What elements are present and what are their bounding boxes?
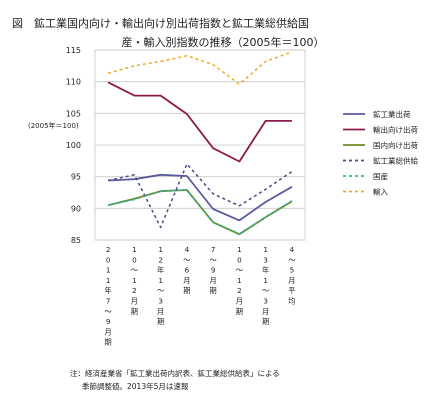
legend-label-5: 輸入: [373, 187, 388, 197]
x-tick-label-0: 2 0 1 1 年 7 ～ 9 月期: [105, 245, 112, 347]
y-tick-label-2: 95: [71, 173, 81, 182]
y-tick-label-4: 105: [66, 109, 81, 118]
series-line-4: [107, 189, 293, 235]
legend-label-4: 国産: [373, 171, 388, 181]
y-tick-label-3: 100: [66, 141, 81, 150]
series-lines: [107, 51, 293, 236]
y-tick-label-6: 115: [66, 46, 81, 55]
x-tick-label-6: 1 3 年 1 ～ 3 月期: [262, 245, 269, 326]
x-tick-label-3: 4 ～ 6 月期: [183, 245, 190, 295]
x-tick-label-2: 1 2 年 1 ～ 3 月期: [157, 245, 164, 326]
footnote-line2: 季節調整値。2013年5月は速報: [82, 381, 189, 391]
series-line-0: [108, 173, 293, 222]
legend-label-1: 輸出向け出荷: [373, 125, 418, 135]
x-tick-label-1: 1 0 ～ 1 2 月期: [131, 245, 138, 316]
x-tick-label-7: 4 ～ 5 月平均: [288, 245, 295, 306]
series-line-2: [107, 189, 293, 236]
chart-title-line2: 産・輸入別指数の推移（2005年＝100）: [122, 35, 325, 49]
legend-label-3: 鉱工業総供給: [373, 156, 418, 166]
legend-label-2: 国内向け出荷: [373, 140, 418, 150]
x-tick-label-4: 7 ～ 9 月期: [210, 245, 217, 295]
y-axis-label: (2005年＝100): [28, 121, 79, 130]
x-tick-labels: 2 0 1 1 年 7 ～ 9 月期 1 0 ～ 1 2 月期 1 2 年 1 ～ 3 月期 4 ～ 6 月期 7 ～ 9 月期 1 0 ～ 1 2…: [105, 245, 296, 347]
y-tick-label-5: 110: [66, 78, 81, 87]
y-tick-label-1: 90: [71, 204, 81, 213]
x-tick-label-5: 1 0 ～ 1 2 月期: [236, 245, 243, 316]
y-tick-labels: 85 90 95 100 105 110 115: [66, 46, 81, 245]
legend-label-0: 鉱工業出荷: [373, 109, 411, 119]
chart-title-line1: 図 鉱工業国内向け・輸出向け別出荷指数と鉱工業総供給国: [12, 16, 309, 30]
y-tick-label-0: 85: [71, 236, 81, 245]
plot-area-frame: [94, 49, 306, 241]
series-line-3: [107, 163, 293, 229]
footnote-line1: 注：経済産業省「鉱工業出荷内訳表、鉱工業総供給表」による: [70, 368, 280, 378]
series-line-5: [107, 51, 293, 85]
series-line-1: [107, 81, 292, 163]
